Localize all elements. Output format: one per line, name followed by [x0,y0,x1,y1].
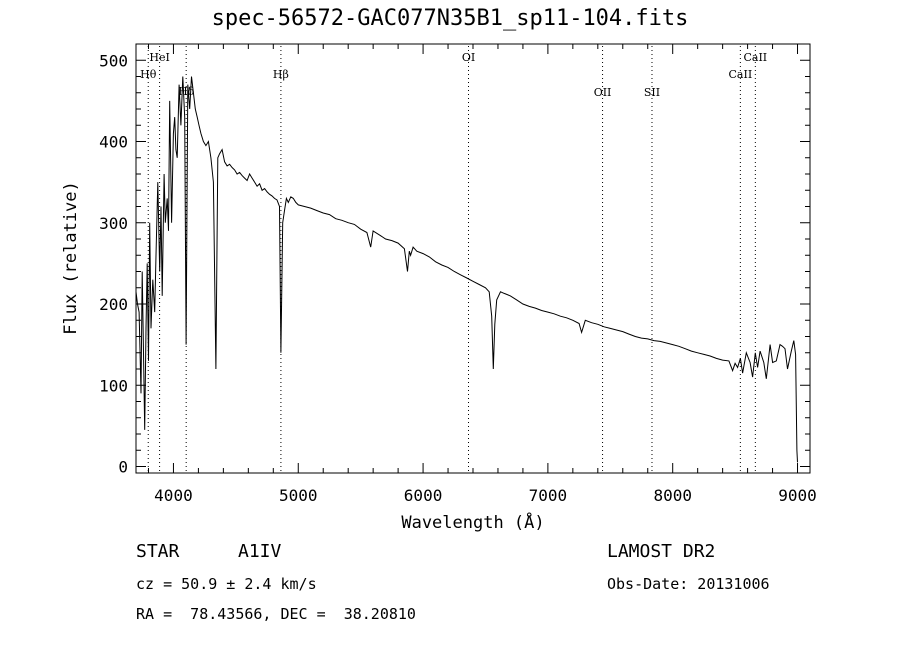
line-label: Hβ [273,68,289,81]
x-tick-label: 7000 [529,486,568,505]
redshift-velocity: cz = 50.9 ± 2.4 km/s [136,575,317,593]
y-tick-label: 200 [99,295,128,314]
line-label: OII [594,86,612,99]
line-label: SII [644,86,660,99]
chart-title: spec-56572-GAC077N35B1_sp11-104.fits [211,6,689,31]
line-label: Hθ [140,68,157,81]
spectral-subclass: A1IV [238,541,282,562]
line-label: CaII [729,68,753,81]
axis-ticks [136,44,810,473]
spectrum-line [135,76,798,463]
y-tick-label: 100 [99,376,128,395]
y-tick-label: 500 [99,51,128,70]
line-label: CaII [743,51,767,64]
axis-tick-labels: 4000 5000 6000 7000 8000 9000 0 100 200 300 400 500 [99,51,817,505]
object-class: STAR [136,541,180,562]
x-tick-label: 5000 [279,486,318,505]
plot-frame [135,43,811,474]
y-tick-label: 400 [99,133,128,152]
line-label: OI [462,51,475,64]
survey-name: LAMOST DR2 [607,541,716,562]
x-tick-label: 9000 [778,486,817,505]
line-markers [147,46,756,473]
x-tick-label: 8000 [653,486,692,505]
observation-date: Obs-Date: 20131006 [607,575,770,593]
line-label: Hδ [178,85,195,98]
line-labels: Hθ HeI Hδ Hβ OI OII SII CaII CaII [140,51,767,99]
x-tick-label: 4000 [154,486,193,505]
line-label: HeI [149,51,169,64]
x-tick-label: 6000 [404,486,443,505]
y-tick-label: 0 [118,458,128,477]
coordinates: RA = 78.43566, DEC = 38.20810 [136,605,416,623]
x-axis-label: Wavelength (Å) [401,511,544,533]
y-axis-label: Flux (relative) [61,181,81,335]
y-tick-label: 300 [99,214,128,233]
